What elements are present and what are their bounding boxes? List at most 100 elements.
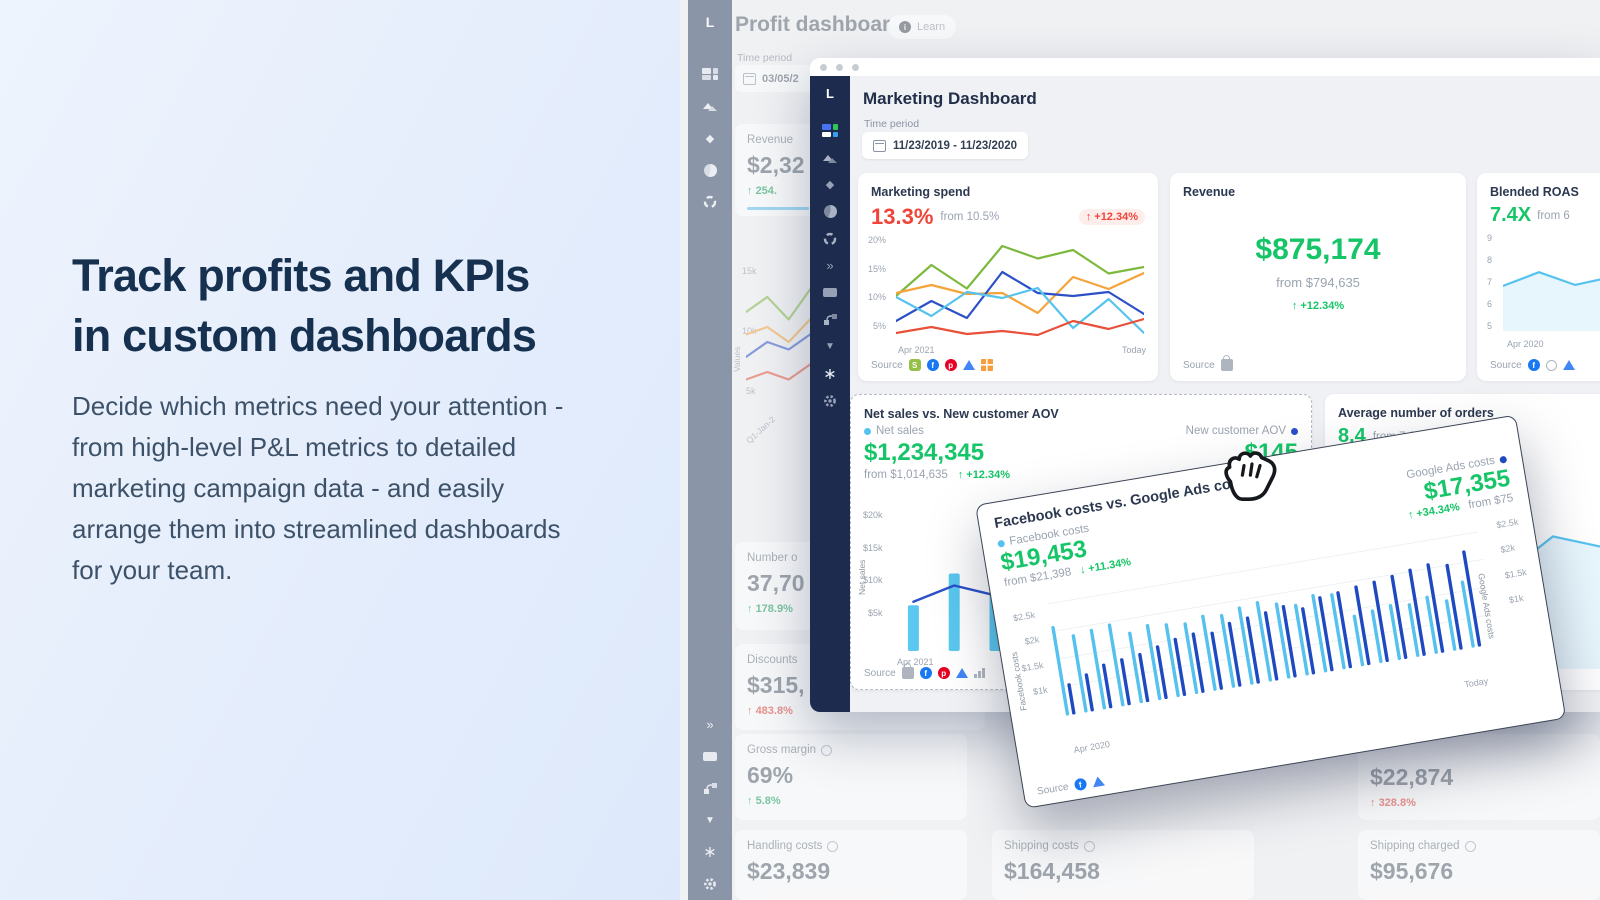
asterisk-icon[interactable]: ∗ xyxy=(823,365,837,383)
billing-card-icon[interactable] xyxy=(701,747,719,765)
google-ads-icon xyxy=(1562,360,1575,370)
bg-shipping-charged-card[interactable]: Shipping charged $95,676 xyxy=(1358,830,1600,900)
y-axis: $20k $15k $10k $5k xyxy=(863,510,883,618)
net-sales-value: $1,234,345 xyxy=(864,439,985,466)
metric-from: from $1,014,635 xyxy=(864,469,948,481)
delta-badge: ↑ +12.34% xyxy=(957,469,1010,481)
page-title: Marketing Dashboard xyxy=(863,89,1037,108)
sync-icon[interactable] xyxy=(822,230,839,247)
x-axis-start: Apr 2020 xyxy=(1507,339,1544,349)
bg-ytick: 5k xyxy=(746,386,756,396)
facebook-icon: f xyxy=(926,359,939,371)
learn-button[interactable]: i Learn xyxy=(888,15,957,39)
hero-description: Decide which metrics need your attention… xyxy=(72,391,564,586)
shop-bag-icon xyxy=(1220,355,1233,371)
sync-icon[interactable] xyxy=(701,193,719,211)
dragged-card-facebook-vs-google[interactable]: Facebook costs vs. Google Ads costs Face… xyxy=(975,414,1567,809)
date-range-picker[interactable]: 11/23/2019 - 11/23/2020 xyxy=(862,132,1029,159)
pinterest-icon: p xyxy=(944,359,957,371)
shop-bag-icon xyxy=(901,663,914,679)
info-icon xyxy=(1464,840,1476,852)
bg-metric-card[interactable]: $22,874 ↑ 328.8% xyxy=(1358,734,1600,820)
facebook-vs-google-chart xyxy=(1051,550,1482,716)
calendar-icon xyxy=(873,139,886,152)
bg-shipping-costs-card[interactable]: Shipping costs $164,458 xyxy=(992,830,1254,900)
bg-axis-vlabel: Values xyxy=(732,346,742,372)
settings-gear-icon[interactable] xyxy=(822,392,839,409)
funnel-icon[interactable]: ▼ xyxy=(705,814,715,826)
bg-gross-margin-card[interactable]: Gross margin 69% ↑ 5.8% xyxy=(735,734,967,820)
integrations-icon[interactable] xyxy=(822,311,839,328)
bg-axis-xlabel: Q1-Jan-2 xyxy=(744,414,778,446)
instagram-icon xyxy=(1545,359,1557,371)
window-controls[interactable] xyxy=(820,64,859,71)
billing-card-icon[interactable] xyxy=(822,284,839,301)
legend-dot-facebook xyxy=(997,539,1006,548)
x-axis-end: Today xyxy=(1121,345,1146,355)
active-tab-indicator xyxy=(747,207,809,210)
ad-platform-icon xyxy=(980,359,993,371)
info-icon xyxy=(1083,840,1095,852)
legend-dot-net-sales xyxy=(864,427,871,435)
legend-net-sales: Net sales xyxy=(876,425,924,437)
dashboard-grid-icon[interactable] xyxy=(822,122,839,139)
window-dot[interactable] xyxy=(852,64,859,71)
metric-value: 7.4X xyxy=(1490,204,1532,226)
facebook-icon: f xyxy=(919,667,932,679)
x-axis-start: Apr 2021 xyxy=(898,345,935,355)
metric-value: $875,174 xyxy=(1255,233,1381,266)
logo: L xyxy=(826,86,834,101)
info-icon xyxy=(827,840,839,852)
source-row: Source f xyxy=(1036,775,1105,798)
time-period-label: Time period xyxy=(864,118,920,130)
google-ads-icon xyxy=(1091,775,1105,788)
settings-gear-icon[interactable] xyxy=(701,875,719,893)
background-sidebar: L ◆ » ▼ ∗ xyxy=(688,0,732,900)
pie-chart-icon[interactable] xyxy=(701,161,719,179)
hero-panel: Track profits and KPIs in custom dashboa… xyxy=(0,0,680,900)
dashboard-grid-icon[interactable] xyxy=(701,65,719,83)
facebook-icon: f xyxy=(1073,777,1088,792)
window-dot[interactable] xyxy=(820,64,827,71)
y-axis-label: Net sales xyxy=(857,559,867,595)
bg-ytick: 10k xyxy=(742,326,757,336)
info-icon xyxy=(821,744,833,756)
delta-badge: ↑ +12.34% xyxy=(1078,209,1145,225)
chart-layers-icon[interactable] xyxy=(822,149,839,166)
info-icon: i xyxy=(899,21,911,33)
x-axis-start: Apr 2021 xyxy=(897,657,934,667)
bg-handling-costs-card[interactable]: Handling costs $23,839 xyxy=(735,830,967,900)
google-ads-icon xyxy=(962,360,975,370)
metric-from: from 6 xyxy=(1537,209,1570,222)
revenue-card[interactable]: Revenue $875,174 from $794,635 ↑ +12.34%… xyxy=(1170,173,1466,381)
funnel-icon[interactable]: ▼ xyxy=(825,341,835,352)
metric-from: from 10.5% xyxy=(940,211,1000,223)
sidebar: L ◆ » ▼ ∗ xyxy=(810,76,850,712)
source-row: Source f xyxy=(1490,359,1575,371)
pie-chart-icon[interactable] xyxy=(822,203,839,220)
integrations-icon[interactable] xyxy=(701,779,719,797)
collapse-chevrons-icon[interactable]: » xyxy=(826,258,834,273)
legend-aov: New customer AOV xyxy=(1185,425,1286,437)
diamond-icon[interactable]: ◆ xyxy=(825,179,835,191)
background-page-title: Profit dashboard xyxy=(735,13,904,36)
legend-dot-google xyxy=(1499,455,1508,464)
bg-profit-chart xyxy=(746,288,810,381)
y-axis-right: $2.5k $2k $1.5k $1k xyxy=(1495,516,1528,606)
hero-title: Track profits and KPIs in custom dashboa… xyxy=(72,250,537,361)
collapse-chevrons-icon[interactable]: » xyxy=(706,716,714,732)
logo: L xyxy=(705,14,715,30)
facebook-icon: f xyxy=(1527,359,1540,371)
analytics-icon xyxy=(974,668,986,678)
metric-from: from $794,635 xyxy=(1276,275,1360,290)
source-row: Source S f p xyxy=(871,359,993,371)
marketing-spend-card[interactable]: Marketing spend 13.3% from 10.5% ↑ +12.3… xyxy=(858,173,1158,381)
window-dot[interactable] xyxy=(836,64,843,71)
google-ads-icon xyxy=(955,668,968,678)
chart-layers-icon[interactable] xyxy=(701,97,719,115)
diamond-icon[interactable]: ◆ xyxy=(705,132,715,145)
grab-cursor xyxy=(1224,451,1277,502)
asterisk-icon[interactable]: ∗ xyxy=(703,844,717,861)
